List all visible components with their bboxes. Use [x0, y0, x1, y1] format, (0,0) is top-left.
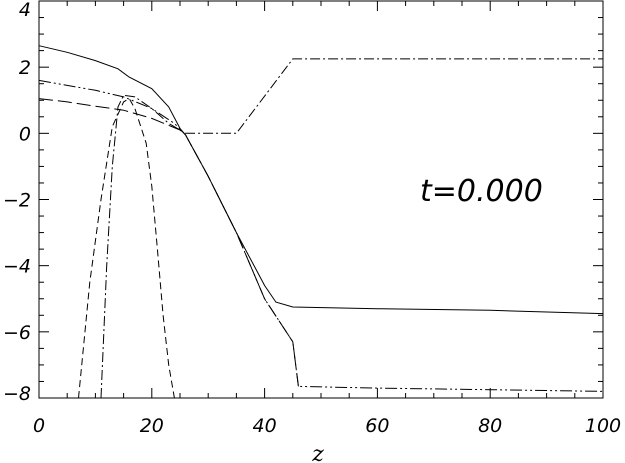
y-tick-label: 0: [19, 123, 31, 145]
x-tick-label: 40: [253, 415, 277, 437]
time-annotation: t=0.000: [420, 174, 543, 209]
y-tick-label: −6: [3, 322, 31, 344]
x-tick-label: 0: [33, 415, 45, 437]
series-line-dash-dot: [100, 58, 603, 399]
series-lines: [38, 45, 604, 399]
y-tick-label: 2: [19, 57, 31, 79]
x-tick-label: 60: [365, 415, 389, 437]
x-axis-label: z: [311, 442, 324, 463]
series-line-dash-dot-dot: [38, 79, 604, 392]
y-tick-label: −2: [3, 190, 31, 212]
y-tick-label: 4: [19, 0, 31, 21]
x-tick-label: 80: [478, 415, 502, 437]
x-tick-label: 100: [585, 415, 621, 437]
y-tick-label: −4: [3, 256, 31, 278]
x-tick-label: 20: [140, 415, 164, 437]
series-line-long-dash: [38, 98, 299, 387]
axis-ticks: [38, 0, 604, 399]
y-tick-label: −8: [3, 383, 31, 405]
series-line-dashed: [78, 97, 175, 399]
